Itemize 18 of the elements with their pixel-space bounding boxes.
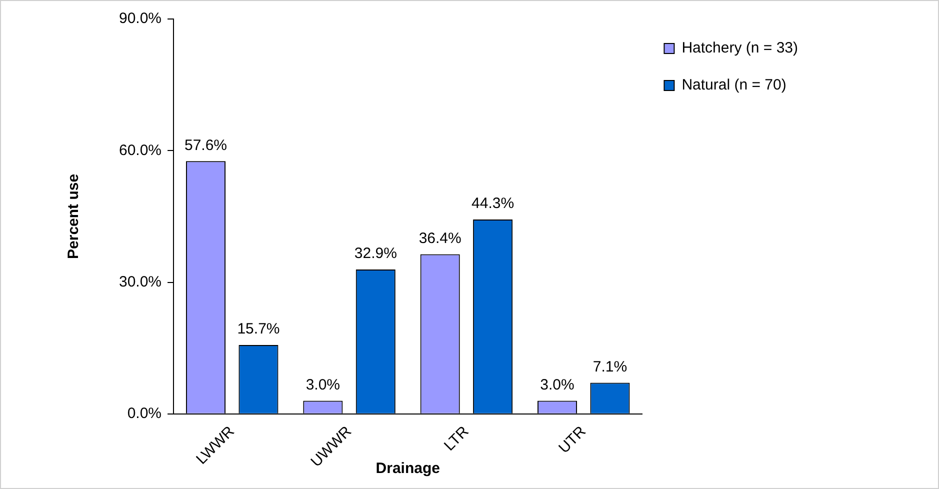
data-label: 36.4% xyxy=(418,230,462,247)
x-axis-title: Drainage xyxy=(376,460,440,478)
y-axis-title: Percent use xyxy=(65,174,82,259)
x-tick-label: LTR xyxy=(440,422,472,454)
y-tick-label: 30.0% xyxy=(118,273,162,290)
y-tick-label: 90.0% xyxy=(118,10,162,28)
legend-label: Hatchery (n = 33) xyxy=(682,40,798,57)
y-tick-label: 0.0% xyxy=(127,405,162,422)
x-tick-label: UTR xyxy=(556,422,590,457)
data-label: 15.7% xyxy=(237,320,280,338)
data-label: 3.0% xyxy=(306,376,340,394)
data-label: 3.0% xyxy=(540,376,574,394)
data-label: 32.9% xyxy=(354,245,397,262)
data-label: 44.3% xyxy=(472,195,514,212)
y-tick-label: 60.0% xyxy=(118,142,162,159)
legend-label: Natural (n = 70) xyxy=(682,76,786,94)
data-label: 7.1% xyxy=(592,358,628,376)
data-label: 57.6% xyxy=(184,136,228,154)
